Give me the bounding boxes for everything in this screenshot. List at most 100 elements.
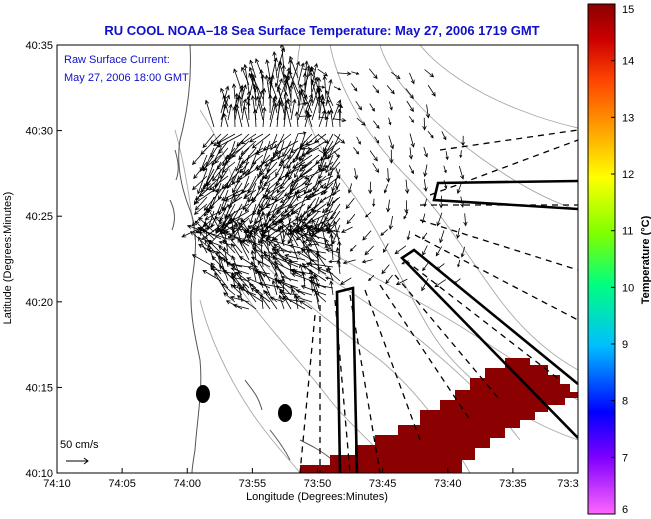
current-vector [305, 133, 320, 146]
current-vector [288, 70, 299, 93]
current-vector [302, 265, 327, 282]
current-vector [350, 83, 358, 92]
colorbar-tick-label: 14 [622, 56, 634, 68]
current-vector [364, 245, 374, 256]
current-vector [456, 181, 463, 195]
current-vector [408, 165, 414, 175]
current-vector [273, 261, 299, 275]
current-vector [272, 196, 292, 219]
current-vector [251, 133, 271, 149]
current-vector [191, 254, 215, 268]
current-vector [260, 254, 278, 268]
current-vector [229, 295, 250, 303]
current-vector [353, 147, 360, 155]
current-vector [308, 71, 314, 100]
current-vector [221, 161, 236, 173]
current-vector [409, 133, 415, 148]
current-vector [288, 84, 294, 107]
current-vector [252, 196, 264, 216]
current-vector [305, 109, 313, 128]
current-vector [368, 181, 373, 195]
current-vector [253, 269, 271, 275]
current-vector [310, 208, 321, 213]
current-vector [202, 133, 215, 149]
current-vector [349, 244, 357, 252]
current-vector [252, 83, 258, 107]
current-vector [385, 274, 393, 285]
current-vector [425, 104, 431, 119]
current-vector [315, 283, 334, 289]
current-vector [272, 51, 278, 79]
current-vector [422, 262, 429, 272]
current-vector [238, 147, 257, 169]
current-vector [276, 203, 292, 212]
current-vector [391, 71, 401, 80]
current-vector [275, 161, 285, 177]
current-vector [395, 278, 408, 285]
current-vector [314, 133, 327, 144]
current-vector [246, 100, 251, 121]
current-vector [266, 203, 285, 216]
current-vector [221, 168, 243, 189]
current-vector [221, 283, 236, 296]
current-vector [222, 94, 229, 114]
current-vector [298, 225, 313, 247]
current-vector [282, 140, 292, 158]
current-vector [300, 146, 313, 151]
current-vector [250, 256, 271, 268]
current-vector [439, 230, 445, 244]
y-tick-label: 40:25 [25, 211, 53, 223]
current-vector [310, 79, 320, 107]
current-vector [217, 133, 243, 148]
current-vector [263, 182, 285, 198]
current-vector [369, 103, 375, 112]
current-vector [317, 175, 334, 184]
current-vector [423, 164, 428, 178]
current-vector [438, 195, 444, 209]
current-vector [297, 62, 305, 86]
current-vector [232, 303, 250, 310]
current-vector [304, 168, 320, 186]
current-vector [325, 154, 334, 174]
current-vector [255, 85, 264, 114]
current-vector [193, 203, 208, 215]
current-vector [273, 251, 292, 261]
current-vector [329, 109, 334, 128]
current-vector [388, 135, 394, 150]
current-vector [277, 168, 299, 181]
colorbar-ticks: 6 7 8 9 10 11 12 13 14 15 [611, 3, 634, 516]
current-vector [220, 87, 229, 107]
current-vector [332, 99, 342, 121]
current-vector [403, 211, 409, 220]
current-vector [214, 272, 229, 296]
current-vector [318, 164, 329, 169]
current-vector [231, 140, 250, 158]
current-vector [255, 89, 264, 114]
current-vector [254, 154, 278, 169]
current-vector [453, 278, 461, 285]
current-vector [242, 105, 250, 128]
current-vector [280, 147, 292, 164]
current-vector [294, 190, 299, 202]
current-vector [233, 182, 250, 203]
current-vector [271, 279, 278, 296]
current-vector [422, 117, 427, 131]
current-vector [283, 99, 289, 128]
current-vector [204, 99, 215, 128]
x-tick-label: 73:35 [499, 478, 527, 490]
current-vector [408, 147, 414, 160]
current-vector [328, 259, 338, 264]
current-vector [231, 255, 243, 282]
current-vector [368, 68, 378, 80]
current-vector [239, 161, 250, 174]
current-vector [409, 72, 415, 85]
current-vector [237, 222, 257, 240]
current-vector [235, 104, 243, 128]
current-vector [273, 133, 292, 149]
current-vector [380, 229, 388, 236]
current-vector [361, 259, 373, 264]
current-vector [364, 211, 372, 218]
scale-arrow-icon [66, 457, 89, 465]
current-vector [319, 189, 341, 203]
current-vector [315, 147, 334, 165]
